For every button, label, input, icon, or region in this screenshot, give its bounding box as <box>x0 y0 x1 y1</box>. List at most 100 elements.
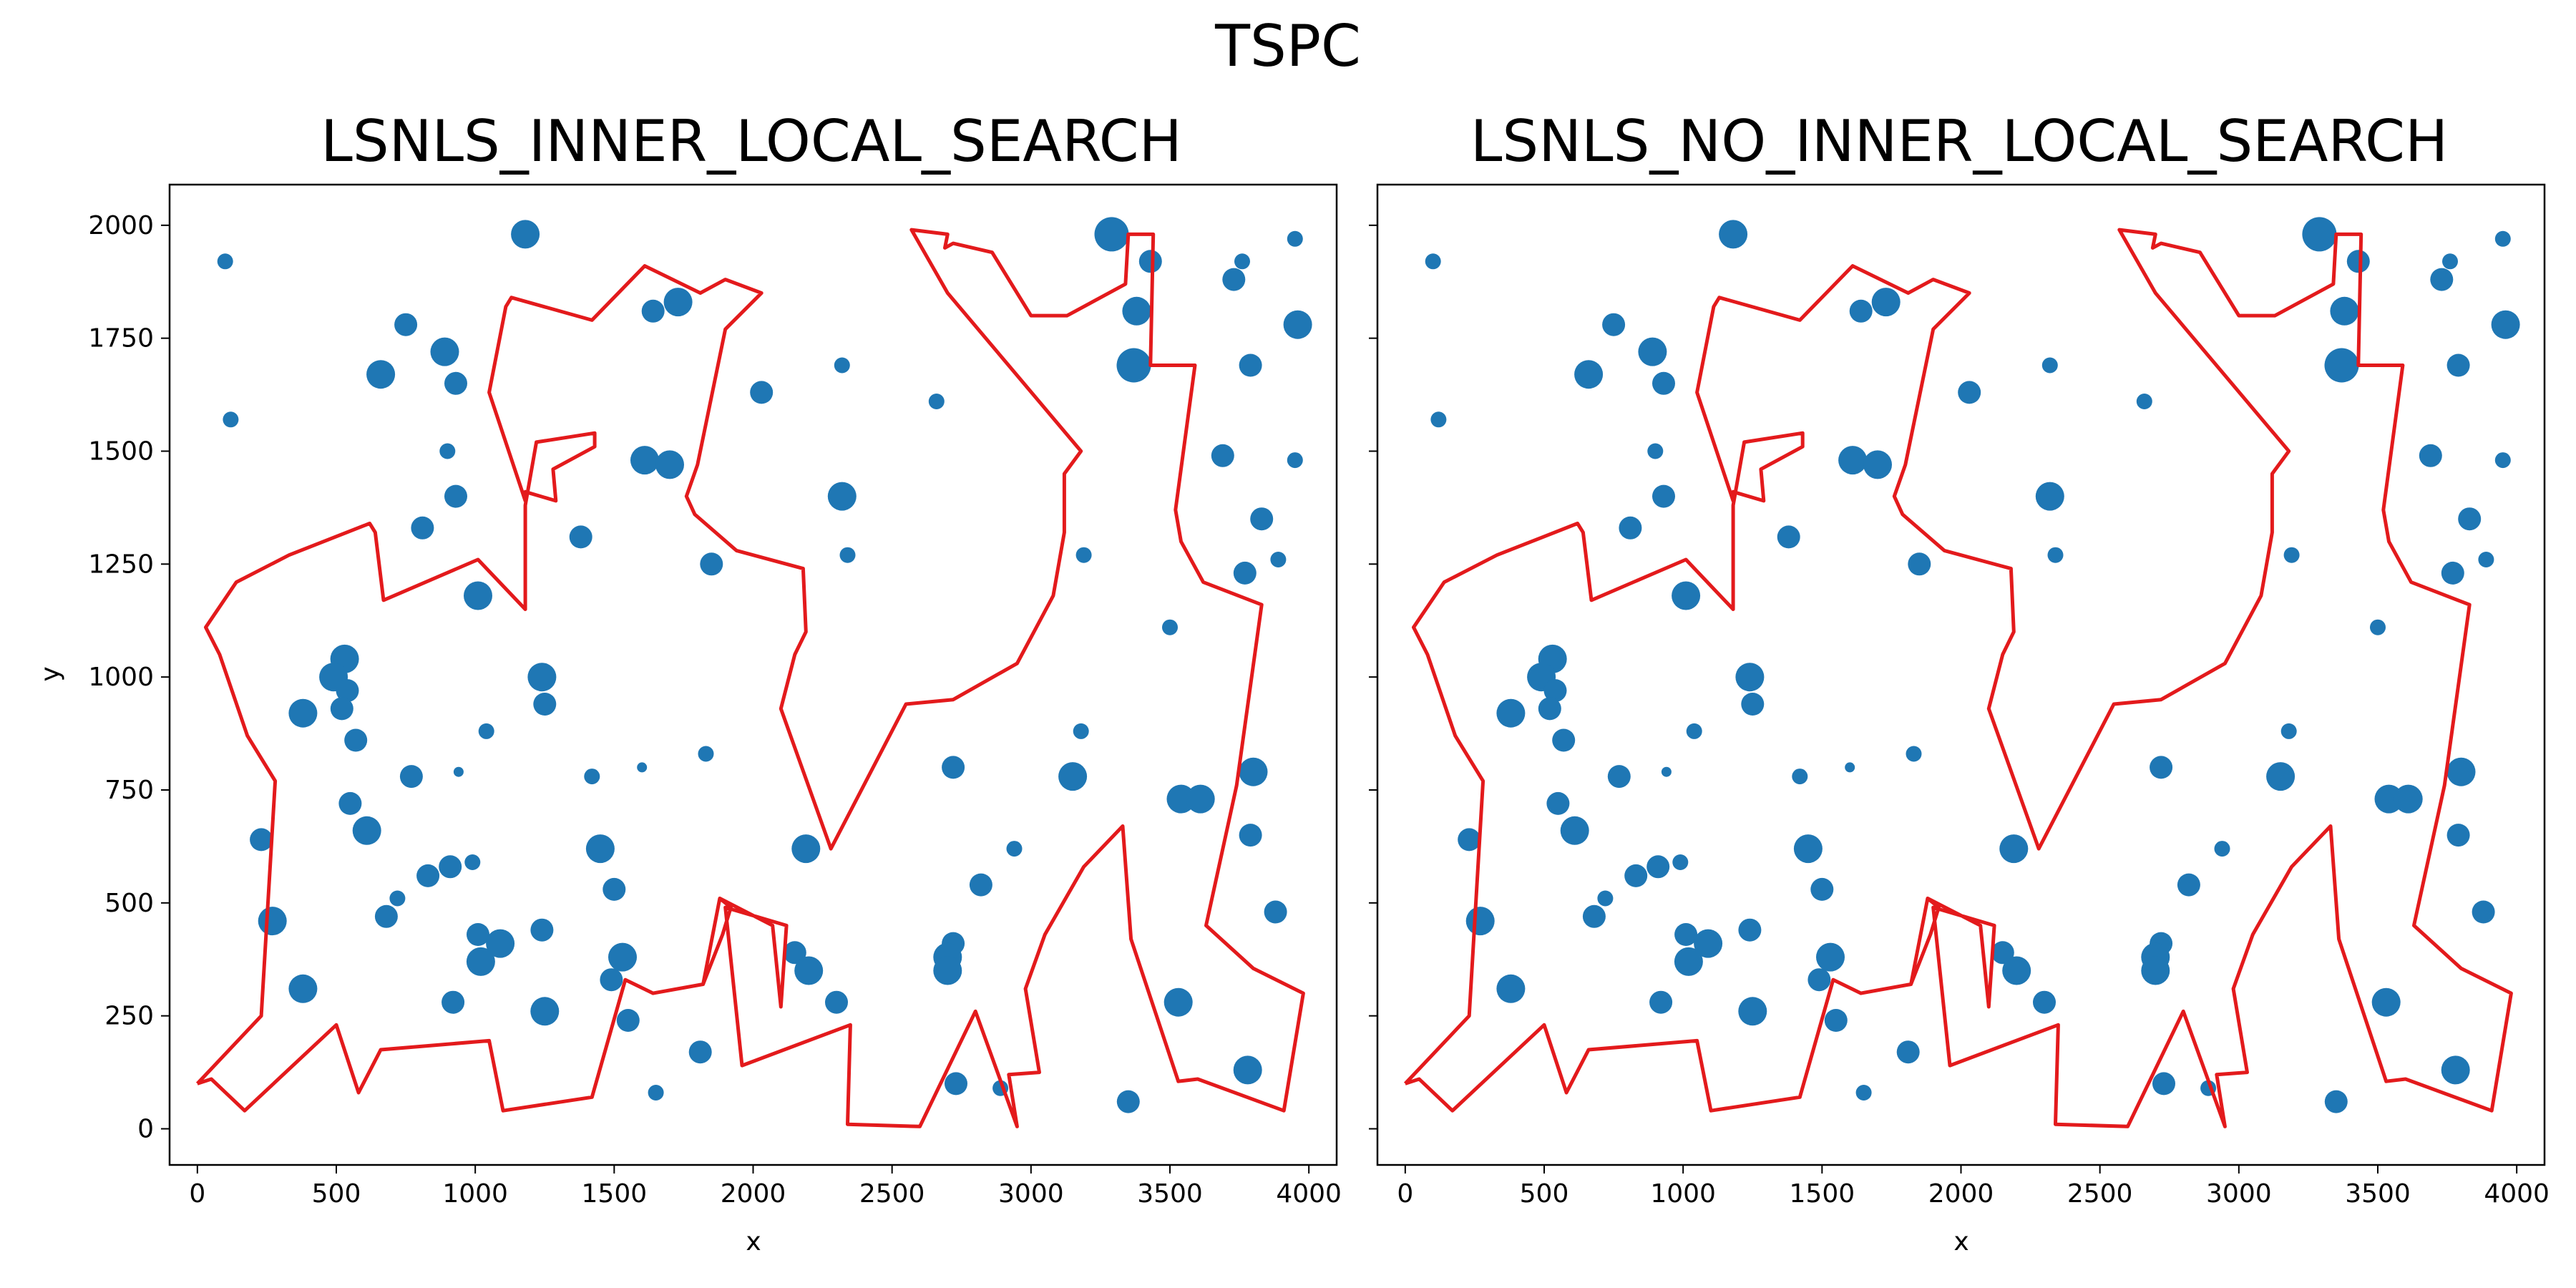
data-point <box>1638 337 1667 366</box>
subplot-inner-local-search: LSNLS_INNER_LOCAL_SEARCH x y 0 500 1000 150… <box>36 108 1342 1257</box>
tour-path <box>1403 228 2513 1128</box>
data-point <box>2472 900 2495 924</box>
x-tick-label: 2000 <box>1928 1179 1994 1209</box>
y-tick-label: 250 <box>104 1002 154 1031</box>
data-point <box>1073 723 1089 739</box>
data-point <box>1735 663 1765 692</box>
x-tick-label: 2000 <box>721 1179 786 1209</box>
data-point <box>2442 253 2458 270</box>
data-point <box>1574 360 1604 389</box>
data-point <box>1807 968 1831 992</box>
data-point <box>839 547 856 563</box>
data-point <box>1824 1009 1848 1032</box>
data-point <box>608 942 637 972</box>
data-point <box>1116 348 1151 383</box>
data-point <box>969 873 992 897</box>
data-point <box>600 968 623 992</box>
data-point <box>1816 942 1845 972</box>
data-point <box>698 746 714 762</box>
data-point <box>1838 446 1868 475</box>
data-point <box>834 357 850 374</box>
x-axis-label: x <box>1953 1227 1968 1257</box>
data-point <box>399 765 423 789</box>
x-axis-label: x <box>746 1227 761 1257</box>
data-point <box>430 337 459 366</box>
data-point <box>2150 756 2173 779</box>
data-point <box>374 904 398 928</box>
data-point <box>394 313 418 336</box>
data-point <box>1999 834 2029 864</box>
data-point <box>486 929 515 958</box>
data-point <box>663 288 693 317</box>
data-point <box>1661 766 1672 777</box>
data-point <box>478 723 494 739</box>
data-point <box>2041 357 2058 374</box>
data-point <box>453 766 464 777</box>
data-point <box>1672 854 1689 870</box>
data-point <box>2177 873 2200 897</box>
data-point <box>1741 693 1765 716</box>
subplot-no-inner-local-search: LSNLS_NO_INNER_LOCAL_SEARCH x 0 500 1000 15… <box>1369 108 2550 1257</box>
data-point <box>1430 411 1447 428</box>
data-point <box>258 907 287 936</box>
data-point <box>1465 907 1495 936</box>
data-point <box>791 834 821 864</box>
data-point <box>585 834 615 864</box>
data-point <box>2441 1055 2470 1085</box>
data-point <box>1138 250 1162 273</box>
data-point <box>444 371 467 395</box>
data-point <box>1239 757 1268 786</box>
data-point <box>2430 268 2454 291</box>
data-point <box>1792 769 1808 785</box>
data-point <box>750 381 774 404</box>
data-point <box>2280 723 2297 739</box>
data-point <box>288 698 318 728</box>
data-point <box>1287 452 1303 469</box>
data-point <box>352 816 381 845</box>
y-tick-label: 2000 <box>88 211 154 240</box>
y-tick-label: 1750 <box>88 324 154 353</box>
data-point <box>688 1040 712 1064</box>
data-point <box>1777 525 1800 549</box>
data-point <box>1863 450 1892 479</box>
data-point <box>338 791 362 815</box>
data-point <box>630 446 659 475</box>
data-point <box>366 360 396 389</box>
data-point <box>466 947 495 976</box>
data-point <box>1264 900 1287 924</box>
data-point <box>1619 516 1642 540</box>
y-tick-label: 1250 <box>88 550 154 579</box>
data-point <box>1672 581 1701 610</box>
x-tick-label: 3500 <box>1137 1179 1203 1209</box>
data-point <box>2346 250 2370 273</box>
data-point <box>1250 507 1274 531</box>
data-point <box>945 1072 967 1096</box>
data-point <box>530 997 560 1026</box>
data-point <box>2494 452 2511 469</box>
data-point <box>1270 552 1287 567</box>
data-point <box>250 828 273 852</box>
data-point <box>655 450 684 479</box>
data-point <box>464 854 481 870</box>
data-point <box>1006 841 1023 857</box>
x-tick-label: 1000 <box>1650 1179 1716 1209</box>
data-point <box>2494 230 2511 247</box>
data-point <box>344 728 368 752</box>
x-tick-label: 2500 <box>859 1179 925 1209</box>
x-tick-label: 1500 <box>1790 1179 1855 1209</box>
data-point <box>467 923 489 946</box>
tour-path <box>195 228 1305 1128</box>
data-point <box>641 299 665 323</box>
data-point <box>336 679 359 703</box>
data-point <box>1810 877 1834 901</box>
y-tick-label: 1000 <box>88 663 154 692</box>
data-point <box>1958 381 1981 404</box>
data-point <box>1058 762 1088 791</box>
y-tick-label: 500 <box>104 889 154 918</box>
data-point <box>1845 762 1855 773</box>
data-point <box>464 581 492 610</box>
data-point <box>1646 855 1670 879</box>
data-point <box>2419 444 2442 467</box>
x-tick-label: 0 <box>1397 1179 1413 1209</box>
